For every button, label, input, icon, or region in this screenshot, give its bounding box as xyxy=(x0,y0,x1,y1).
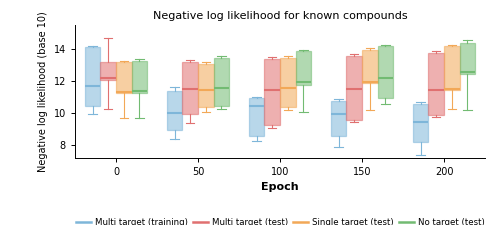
Bar xyxy=(264,59,280,125)
Bar xyxy=(214,58,229,106)
Bar xyxy=(198,64,214,107)
Y-axis label: Negative log likelihood (base 10): Negative log likelihood (base 10) xyxy=(38,11,48,171)
Bar xyxy=(167,91,182,130)
Bar xyxy=(132,61,147,93)
Bar xyxy=(444,46,460,90)
Bar xyxy=(413,104,428,142)
Bar xyxy=(331,101,346,136)
Bar xyxy=(296,51,311,85)
Bar xyxy=(85,47,100,106)
Bar xyxy=(378,46,393,97)
Bar xyxy=(428,53,444,115)
Title: Negative log likelihood for known compounds: Negative log likelihood for known compou… xyxy=(152,11,408,21)
Legend: Multi target (training), Multi target (test), Single target (test), No target (t: Multi target (training), Multi target (t… xyxy=(72,215,488,225)
Bar xyxy=(100,62,116,80)
Bar xyxy=(116,62,132,93)
Bar xyxy=(346,56,362,120)
Bar xyxy=(280,58,295,107)
Bar xyxy=(362,50,378,83)
Bar xyxy=(460,43,475,74)
Bar xyxy=(182,61,198,114)
X-axis label: Epoch: Epoch xyxy=(261,182,299,192)
Bar xyxy=(249,97,264,136)
